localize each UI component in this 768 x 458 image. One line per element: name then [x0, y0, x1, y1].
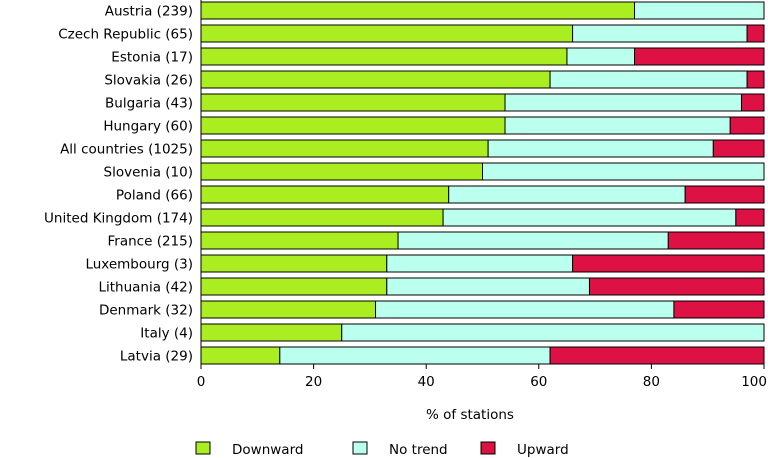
x-tick-label: 100: [741, 374, 767, 390]
x-axis-title: % of stations: [426, 407, 514, 423]
bar-segment-downward: [200, 208, 444, 227]
category-label: Slovenia (10): [104, 165, 193, 181]
x-tick-label: 20: [305, 374, 322, 390]
bar-segment-downward: [200, 185, 450, 204]
legend: Downward No trend Upward: [195, 441, 569, 458]
bar-segment-upward: [588, 277, 765, 296]
legend-label: No trend: [389, 442, 448, 458]
bar-segment-no-trend: [448, 185, 686, 204]
category-label: Bulgaria (43): [105, 96, 193, 112]
category-label: Estonia (17): [111, 50, 193, 66]
bar-segment-no-trend: [572, 24, 748, 43]
bar-segment-upward: [740, 93, 765, 112]
bar-segment-downward: [200, 277, 388, 296]
bar-segment-downward: [200, 346, 281, 365]
x-tick-label: 40: [418, 374, 435, 390]
category-label: United Kingdom (174): [44, 211, 193, 227]
x-tick-label: 80: [643, 374, 660, 390]
x-axis: 0 20 40 60 80 100: [197, 0, 767, 390]
category-label: Latvia (29): [120, 349, 193, 365]
bar-segment-upward: [746, 70, 765, 89]
bar-segment-no-trend: [504, 93, 742, 112]
bar-segment-no-trend: [341, 323, 765, 342]
category-label: Lithuania (42): [98, 280, 193, 296]
bar-segment-no-trend: [504, 116, 731, 135]
bar-segment-downward: [200, 93, 506, 112]
bar-segment-no-trend: [487, 139, 714, 158]
bar-segment-upward: [735, 208, 765, 227]
bar-segment-upward: [746, 24, 765, 43]
bar-segment-upward: [729, 116, 765, 135]
bar-segment-no-trend: [442, 208, 737, 227]
category-label: Slovakia (26): [104, 73, 193, 89]
legend-swatch-upward: [480, 441, 496, 455]
category-label: Italy (4): [140, 326, 193, 342]
bar-segment-downward: [200, 70, 551, 89]
bar-segment-no-trend: [634, 1, 765, 20]
category-labels: Austria (239) Czech Republic (65) Estonia …: [44, 4, 193, 365]
bar-segment-no-trend: [375, 300, 675, 319]
category-label: Luxembourg (3): [85, 257, 193, 273]
bar-segment-upward: [634, 47, 765, 66]
legend-label: Downward: [232, 442, 303, 458]
bar-segment-downward: [200, 47, 568, 66]
category-label: All countries (1025): [60, 142, 193, 158]
bar-segment-upward: [572, 254, 765, 273]
bar-segment-upward: [673, 300, 765, 319]
x-tick-label: 60: [530, 374, 547, 390]
bar-segment-no-trend: [386, 254, 574, 273]
bars-group: [200, 1, 765, 365]
category-label: Czech Republic (65): [58, 27, 193, 43]
bar-segment-downward: [200, 1, 636, 20]
category-label: Poland (66): [116, 188, 193, 204]
bar-segment-downward: [200, 323, 343, 342]
bar-segment-downward: [200, 139, 489, 158]
bar-segment-upward: [684, 185, 765, 204]
bar-segment-no-trend: [549, 70, 748, 89]
bar-segment-no-trend: [397, 231, 669, 250]
bar-segment-downward: [200, 24, 574, 43]
category-label: France (215): [108, 234, 193, 250]
bar-segment-downward: [200, 231, 399, 250]
bar-segment-upward: [549, 346, 765, 365]
bar-segment-downward: [200, 116, 506, 135]
category-label: Hungary (60): [103, 119, 193, 135]
legend-swatch-downward: [195, 441, 211, 455]
bar-segment-upward: [712, 139, 765, 158]
bar-segment-no-trend: [566, 47, 636, 66]
bar-segment-downward: [200, 254, 388, 273]
category-label: Denmark (32): [99, 303, 193, 319]
bar-segment-upward: [667, 231, 765, 250]
legend-swatch-no-trend: [352, 441, 368, 455]
legend-label: Upward: [517, 442, 569, 458]
category-label: Austria (239): [105, 4, 193, 20]
bar-segment-downward: [200, 300, 377, 319]
x-tick-label: 0: [197, 374, 206, 390]
bar-segment-no-trend: [279, 346, 551, 365]
bar-segment-no-trend: [386, 277, 590, 296]
bar-segment-downward: [200, 162, 483, 181]
bar-segment-no-trend: [482, 162, 765, 181]
